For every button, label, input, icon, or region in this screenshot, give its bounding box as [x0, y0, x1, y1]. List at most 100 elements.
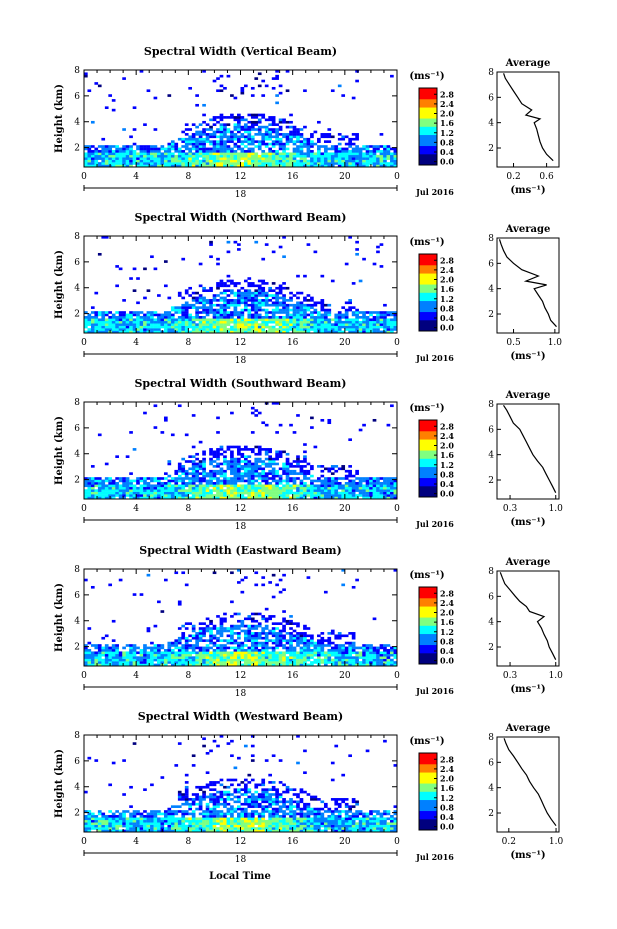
heatmap-cell	[365, 320, 370, 324]
heatmap-cell	[271, 656, 276, 659]
heatmap-cell	[195, 632, 199, 635]
heatmap-cell	[177, 658, 182, 662]
heatmap-cell	[111, 479, 116, 483]
heatmap-cell	[205, 330, 210, 334]
heatmap-cell	[282, 328, 286, 331]
heatmap-cell	[198, 154, 203, 158]
heatmap-cell	[243, 323, 248, 326]
heatmap-cell	[271, 615, 276, 618]
heatmap-cell	[195, 465, 199, 468]
heatmap-cell	[111, 482, 116, 485]
heatmap-cell	[216, 154, 220, 158]
heatmap-cell	[209, 656, 213, 659]
heatmap-cell	[219, 661, 224, 664]
heatmap-cell	[150, 649, 154, 652]
heatmap-cell	[278, 423, 283, 427]
heatmap-cell	[341, 649, 346, 652]
heatmap-cell	[317, 491, 321, 495]
heatmap-cell	[198, 135, 203, 139]
heatmap-cell	[261, 632, 266, 635]
heatmap-cell	[323, 152, 328, 156]
heatmap-cell	[94, 159, 99, 163]
heatmap-cell	[289, 328, 293, 331]
heatmap-cell	[257, 622, 262, 625]
heatmap-cell	[292, 311, 297, 314]
heatmap-cell	[257, 496, 262, 500]
heatmap-cell	[240, 318, 245, 322]
heatmap-cell	[264, 462, 269, 466]
colorbar-segment	[419, 420, 437, 424]
heatmap-cell	[275, 457, 279, 461]
heatmap-cell	[278, 120, 283, 124]
heatmap-cell	[174, 311, 179, 314]
heatmap-cell	[237, 663, 241, 667]
heatmap-cell	[202, 627, 206, 630]
heatmap-cell	[362, 157, 366, 160]
heatmap-cell	[268, 118, 272, 122]
heatmap-cell	[358, 316, 363, 319]
heatmap-cell	[264, 489, 269, 492]
heatmap-cell	[320, 636, 325, 640]
heatmap-cell	[94, 819, 99, 823]
heatmap-cell	[278, 301, 283, 305]
heatmap-cell	[337, 663, 342, 667]
heatmap-cell	[226, 303, 231, 307]
heatmap-cell	[198, 330, 203, 334]
heatmap-cell	[268, 489, 272, 492]
heatmap-cell	[317, 147, 321, 151]
heatmap-cell	[296, 636, 300, 640]
heatmap-cell	[292, 128, 297, 131]
heatmap-cell	[351, 330, 356, 334]
heatmap-cell	[254, 472, 259, 475]
heatmap-cell	[177, 150, 182, 153]
heatmap-cell	[184, 474, 189, 478]
heatmap-cell	[383, 646, 387, 650]
heatmap-cell	[237, 653, 241, 657]
heatmap-cell	[198, 133, 203, 136]
heatmap-cell	[317, 316, 321, 319]
colorbar-segment	[419, 458, 437, 462]
heatmap-cell	[223, 656, 227, 659]
heatmap-cell	[330, 162, 335, 165]
heatmap-cell	[90, 154, 95, 158]
heatmap-cell	[184, 157, 189, 160]
heatmap-cell	[257, 120, 262, 124]
heatmap-cell	[365, 159, 370, 163]
heatmap-cell	[223, 289, 227, 292]
heatmap-cell	[157, 313, 161, 317]
heatmap-cell	[372, 661, 377, 664]
heatmap-cell	[372, 152, 377, 156]
heatmap-cell	[97, 157, 102, 160]
heatmap-cell	[84, 649, 88, 652]
heatmap-cell	[379, 653, 384, 657]
heatmap-cell	[271, 595, 276, 599]
heatmap-cell	[275, 316, 279, 319]
heatmap-cell	[160, 431, 165, 434]
heatmap-cell	[303, 274, 307, 278]
heatmap-cell	[369, 145, 373, 148]
heatmap-cell	[181, 308, 186, 312]
heatmap-cell	[181, 318, 186, 322]
heatmap-cell	[261, 653, 266, 657]
heatmap-cell	[383, 159, 387, 163]
colorbar-tick-label: 0.4	[440, 147, 454, 157]
heatmap-cell	[271, 460, 276, 463]
heatmap-cell	[285, 465, 290, 468]
heatmap-cell	[163, 477, 168, 480]
heatmap-cell	[393, 162, 398, 165]
heatmap-cell	[240, 296, 245, 300]
heatmap-cell	[153, 491, 158, 495]
heatmap-cell	[254, 467, 259, 471]
heatmap-cell	[233, 491, 238, 495]
heatmap-cell	[125, 663, 130, 667]
heatmap-cell	[230, 491, 234, 495]
heatmap-cell	[330, 279, 335, 283]
heatmap-cell	[313, 152, 318, 156]
heatmap-cell	[320, 486, 325, 490]
heatmap-cell	[257, 641, 262, 645]
heatmap-cell	[188, 639, 193, 642]
heatmap-cell	[372, 489, 377, 492]
heatmap-cell	[282, 120, 286, 124]
heatmap-cell	[233, 125, 238, 129]
heatmap-cell	[271, 301, 276, 305]
